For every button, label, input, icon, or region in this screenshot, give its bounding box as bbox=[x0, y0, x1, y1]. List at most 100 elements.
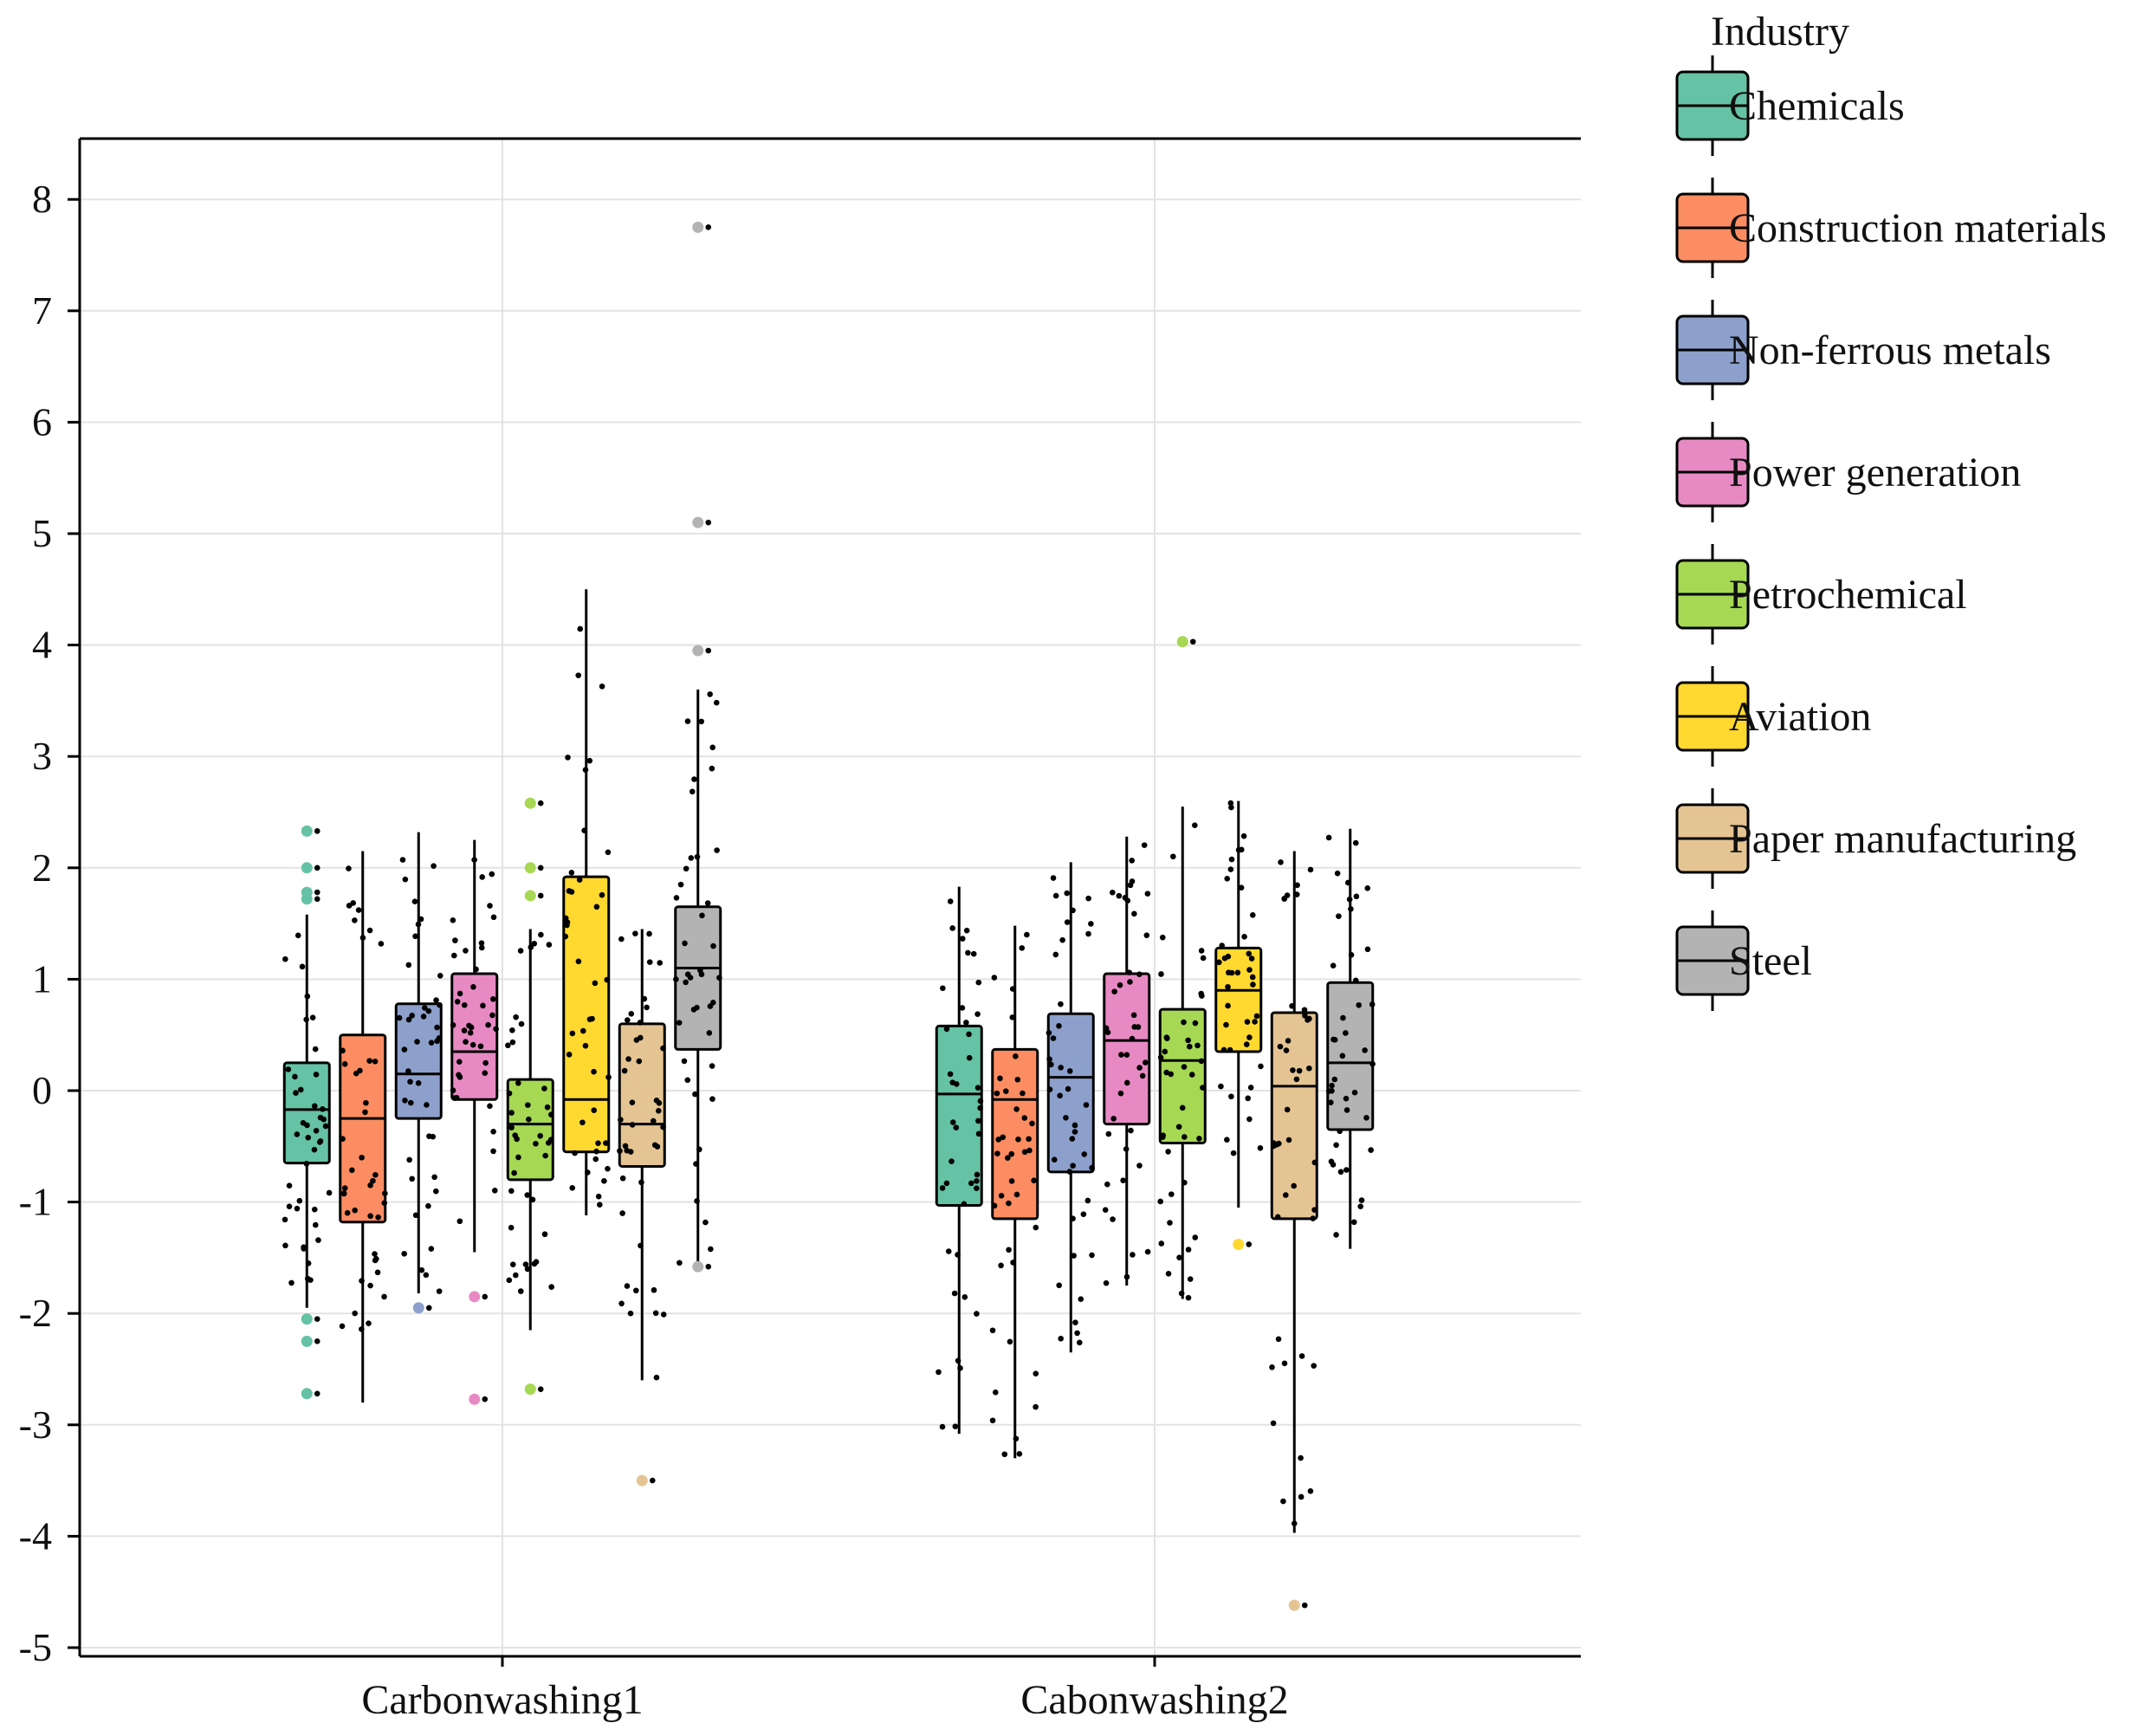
jitter-point bbox=[1223, 1021, 1229, 1028]
jitter-point bbox=[936, 1369, 942, 1376]
jitter-point bbox=[452, 937, 458, 943]
jitter-point bbox=[1243, 1041, 1250, 1047]
jitter-point bbox=[1225, 969, 1232, 976]
jitter-point bbox=[691, 776, 697, 782]
jitter-point bbox=[591, 1068, 597, 1075]
jitter-point bbox=[653, 1374, 660, 1381]
jitter-point bbox=[309, 1014, 316, 1021]
jitter-point bbox=[955, 1357, 961, 1364]
jitter-point bbox=[508, 1110, 515, 1116]
jitter-point bbox=[315, 1237, 321, 1243]
jitter-point bbox=[1311, 1363, 1318, 1369]
jitter-point bbox=[1307, 866, 1314, 873]
jitter-point bbox=[409, 1176, 416, 1182]
outlier-jitter bbox=[314, 1390, 320, 1397]
jitter-point bbox=[651, 1142, 658, 1149]
jitter-point bbox=[490, 1128, 496, 1135]
jitter-point bbox=[599, 683, 605, 690]
jitter-point bbox=[299, 963, 306, 970]
jitter-point bbox=[595, 1140, 601, 1147]
jitter-point bbox=[1056, 1022, 1062, 1029]
jitter-point bbox=[673, 895, 680, 901]
jitter-point bbox=[454, 998, 461, 1005]
jitter-point bbox=[480, 1002, 486, 1009]
jitter-point bbox=[1085, 895, 1091, 902]
jitter-point bbox=[431, 1174, 437, 1181]
jitter-point bbox=[696, 1146, 702, 1153]
jitter-point bbox=[1141, 842, 1148, 848]
jitter-point bbox=[1328, 1099, 1334, 1105]
jitter-point bbox=[420, 1014, 427, 1020]
jitter-point bbox=[1182, 1179, 1188, 1186]
jitter-point bbox=[414, 1039, 420, 1045]
jitter-point bbox=[1274, 1214, 1281, 1221]
jitter-point bbox=[312, 1046, 319, 1053]
jitter-point bbox=[618, 1117, 624, 1123]
jitter-point bbox=[974, 1085, 981, 1091]
jitter-point bbox=[471, 857, 477, 863]
jitter-point bbox=[1116, 892, 1123, 899]
jitter-point bbox=[524, 1266, 531, 1273]
box-construction-materials bbox=[339, 851, 388, 1403]
jitter-point bbox=[282, 1242, 288, 1249]
jitter-point bbox=[322, 1123, 329, 1130]
outlier-point bbox=[469, 1291, 481, 1303]
box-body bbox=[674, 905, 722, 1051]
jitter-point bbox=[1159, 934, 1166, 941]
jitter-point bbox=[1031, 1177, 1037, 1184]
jitter-point bbox=[1136, 1065, 1143, 1071]
jitter-point bbox=[296, 1197, 303, 1204]
jitter-point bbox=[709, 1096, 715, 1102]
jitter-point bbox=[1056, 1282, 1062, 1289]
jitter-point bbox=[304, 993, 311, 1000]
jitter-point bbox=[1129, 878, 1136, 884]
jitter-point bbox=[461, 1001, 468, 1008]
jitter-point bbox=[966, 1031, 972, 1038]
jitter-point bbox=[1192, 822, 1198, 828]
box-petrochemical bbox=[505, 797, 554, 1396]
jitter-point bbox=[546, 942, 553, 948]
jitter-point bbox=[1270, 1420, 1277, 1427]
jitter-point bbox=[975, 1130, 982, 1137]
jitter-point bbox=[994, 1090, 1000, 1097]
jitter-point bbox=[1199, 993, 1205, 999]
jitter-point bbox=[698, 971, 705, 978]
jitter-point bbox=[1310, 1215, 1317, 1221]
jitter-point bbox=[513, 1272, 519, 1279]
jitter-point bbox=[1188, 1072, 1195, 1078]
jitter-point bbox=[372, 1251, 378, 1257]
jitter-point bbox=[713, 699, 720, 706]
jitter-point bbox=[303, 1016, 309, 1023]
box-body bbox=[394, 1002, 443, 1120]
jitter-point bbox=[625, 1017, 631, 1023]
jitter-point bbox=[660, 1124, 666, 1130]
jitter-point bbox=[1301, 1007, 1308, 1014]
jitter-point bbox=[995, 1137, 1002, 1143]
legend-title: Industry bbox=[1711, 9, 1849, 55]
x-category-label: Carbonwashing1 bbox=[361, 1677, 643, 1723]
outlier-point bbox=[524, 862, 536, 874]
jitter-point bbox=[1195, 1042, 1201, 1049]
outlier-jitter bbox=[1189, 638, 1196, 645]
jitter-point bbox=[1058, 1001, 1064, 1007]
jitter-point bbox=[949, 1158, 955, 1164]
jitter-point bbox=[509, 1039, 516, 1046]
y-tick-label: -1 bbox=[19, 1180, 52, 1224]
jitter-point bbox=[1227, 866, 1234, 872]
y-tick-label: 1 bbox=[32, 956, 52, 1001]
jitter-point bbox=[636, 1058, 643, 1065]
jitter-point bbox=[1111, 988, 1117, 994]
outlier-point bbox=[301, 1335, 313, 1347]
jitter-point bbox=[961, 1201, 968, 1208]
jitter-point bbox=[344, 1209, 351, 1216]
jitter-point bbox=[402, 1097, 408, 1104]
jitter-point bbox=[1080, 1211, 1087, 1217]
jitter-point bbox=[604, 976, 611, 983]
jitter-point bbox=[487, 1103, 493, 1110]
jitter-point bbox=[577, 625, 584, 632]
jitter-point bbox=[548, 1284, 554, 1290]
jitter-point bbox=[407, 1079, 413, 1085]
jitter-point bbox=[538, 931, 544, 938]
jitter-point bbox=[709, 1000, 716, 1006]
jitter-point bbox=[513, 1014, 519, 1020]
